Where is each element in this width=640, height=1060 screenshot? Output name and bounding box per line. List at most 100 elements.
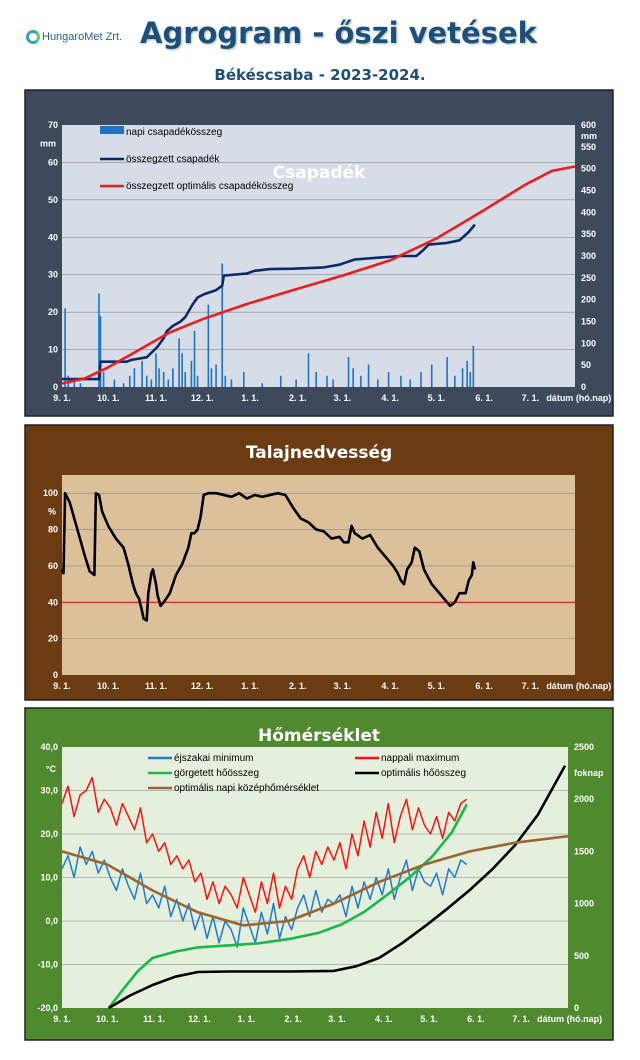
precip-bar <box>162 372 165 387</box>
legend-label: összegzett csapadék <box>126 154 220 165</box>
x-tick-label: 3. 1. <box>334 393 352 403</box>
x-axis-label: dátum (hó.nap) <box>546 681 611 691</box>
precip-bar <box>430 364 433 387</box>
x-axis-label: dátum (hó.nap) <box>537 1014 602 1024</box>
precip-bar <box>352 368 354 387</box>
precip-bar <box>73 379 76 387</box>
page-subtitle: Békéscsaba - 2023-2024. <box>214 66 426 84</box>
x-tick-label: 12. 1. <box>191 393 214 403</box>
precip-bar <box>279 375 282 387</box>
legend-label: összegzett optimális csapadékösszeg <box>126 181 293 192</box>
y-right-tick-label: 500 <box>574 951 589 961</box>
legend-label: optimális napi középhőmérséklet <box>174 783 319 794</box>
y-right-tick-label: 400 <box>581 207 596 217</box>
y-right-tick-label: 0 <box>581 382 586 392</box>
precip-bar <box>128 375 131 387</box>
y-tick-label: 70 <box>48 120 58 130</box>
y-right-tick-label: 100 <box>581 338 596 348</box>
precip-bar <box>367 364 370 387</box>
x-tick-label: 2. 1. <box>284 1014 302 1024</box>
y-tick-label: 40 <box>48 232 58 242</box>
series-line-3 <box>108 765 567 1010</box>
x-tick-label: 11. 1. <box>145 681 167 691</box>
y-tick-label: 20,0 <box>40 829 58 839</box>
y-right-tick-label: 550 <box>581 142 596 152</box>
x-tick-label: 10. 1. <box>97 681 120 691</box>
y-tick-label: 60 <box>48 157 58 167</box>
y-tick-label: 50 <box>48 195 58 205</box>
precip-bar <box>315 372 317 387</box>
precip-bar <box>196 375 199 387</box>
precip-bar <box>207 304 210 387</box>
logo-text: HungaroMet Zrt. <box>42 31 123 43</box>
precip-bar <box>332 379 334 387</box>
x-tick-label: 3. 1. <box>334 681 352 691</box>
x-tick-label: 7. 1. <box>522 393 540 403</box>
y-right-tick-label: 2500 <box>574 742 594 752</box>
x-tick-label: 6. 1. <box>475 681 493 691</box>
y-right-tick-label: 1000 <box>574 899 594 909</box>
precip-bar <box>377 379 379 387</box>
x-tick-label: 7. 1. <box>522 681 540 691</box>
y-right-axis-unit: mm <box>581 131 597 141</box>
precip-bar <box>193 330 196 387</box>
y-axis-unit: % <box>48 506 56 516</box>
y-tick-label: 60 <box>48 561 58 571</box>
y-right-tick-label: 600 <box>581 120 596 130</box>
x-tick-label: 12. 1. <box>191 681 214 691</box>
y-tick-label: 30 <box>48 270 58 280</box>
y-right-tick-label: 1500 <box>574 846 594 856</box>
y-tick-label: 20 <box>48 307 58 317</box>
chart-title: Csapadék <box>273 163 366 183</box>
precip-bar <box>409 379 411 387</box>
y-right-tick-label: 0 <box>574 1003 579 1013</box>
x-tick-label: 3. 1. <box>328 1014 346 1024</box>
precip-bar <box>99 315 102 387</box>
x-tick-label: 6. 1. <box>475 393 493 403</box>
y-right-tick-label: 2000 <box>574 794 594 804</box>
precip-bar <box>469 372 472 387</box>
precip-bar <box>242 372 245 387</box>
precip-bar <box>454 375 456 387</box>
legend-label: napi csapadékösszeg <box>126 127 222 138</box>
y-tick-label: -10,0 <box>37 960 58 970</box>
y-right-tick-label: 200 <box>581 295 596 305</box>
y-tick-label: 80 <box>48 525 58 535</box>
x-tick-label: 12. 1. <box>188 1014 211 1024</box>
precip-bar <box>420 372 422 387</box>
precip-bar <box>400 375 402 387</box>
y-tick-label: 100 <box>43 488 58 498</box>
x-tick-label: 2. 1. <box>289 393 307 403</box>
y-right-tick-label: 300 <box>581 251 596 261</box>
y-right-tick-label: 150 <box>581 317 596 327</box>
x-tick-label: 1. 1. <box>241 681 259 691</box>
precip-bar <box>178 338 180 387</box>
plot-area-0 <box>62 125 575 387</box>
legend-swatch <box>100 126 124 134</box>
precip-bar <box>307 353 310 387</box>
plot-area-1 <box>62 475 575 675</box>
chart-title: Talajnedvesség <box>246 443 392 463</box>
precip-bar <box>158 368 160 387</box>
legend-label: nappali maximum <box>381 753 459 764</box>
y-right-tick-label: 500 <box>581 164 596 174</box>
precip-bar <box>133 368 136 387</box>
precip-bar <box>472 345 475 387</box>
y-tick-label: 0,0 <box>45 916 58 926</box>
precip-bar <box>167 379 170 387</box>
series-line-1 <box>61 776 468 914</box>
x-tick-label: 2. 1. <box>289 681 307 691</box>
series-line-1 <box>62 223 476 381</box>
precip-bar <box>215 364 217 387</box>
y-right-tick-label: 350 <box>581 229 596 239</box>
x-tick-label: 5. 1. <box>428 681 446 691</box>
y-tick-label: 40,0 <box>40 742 58 752</box>
precip-bar <box>102 372 105 387</box>
x-tick-label: 9. 1. <box>53 1014 71 1024</box>
y-tick-label: 40 <box>48 597 58 607</box>
y-axis-unit: mm <box>40 139 56 149</box>
precip-bar <box>181 353 183 387</box>
precip-bar <box>387 372 390 387</box>
x-tick-label: 5. 1. <box>428 393 446 403</box>
